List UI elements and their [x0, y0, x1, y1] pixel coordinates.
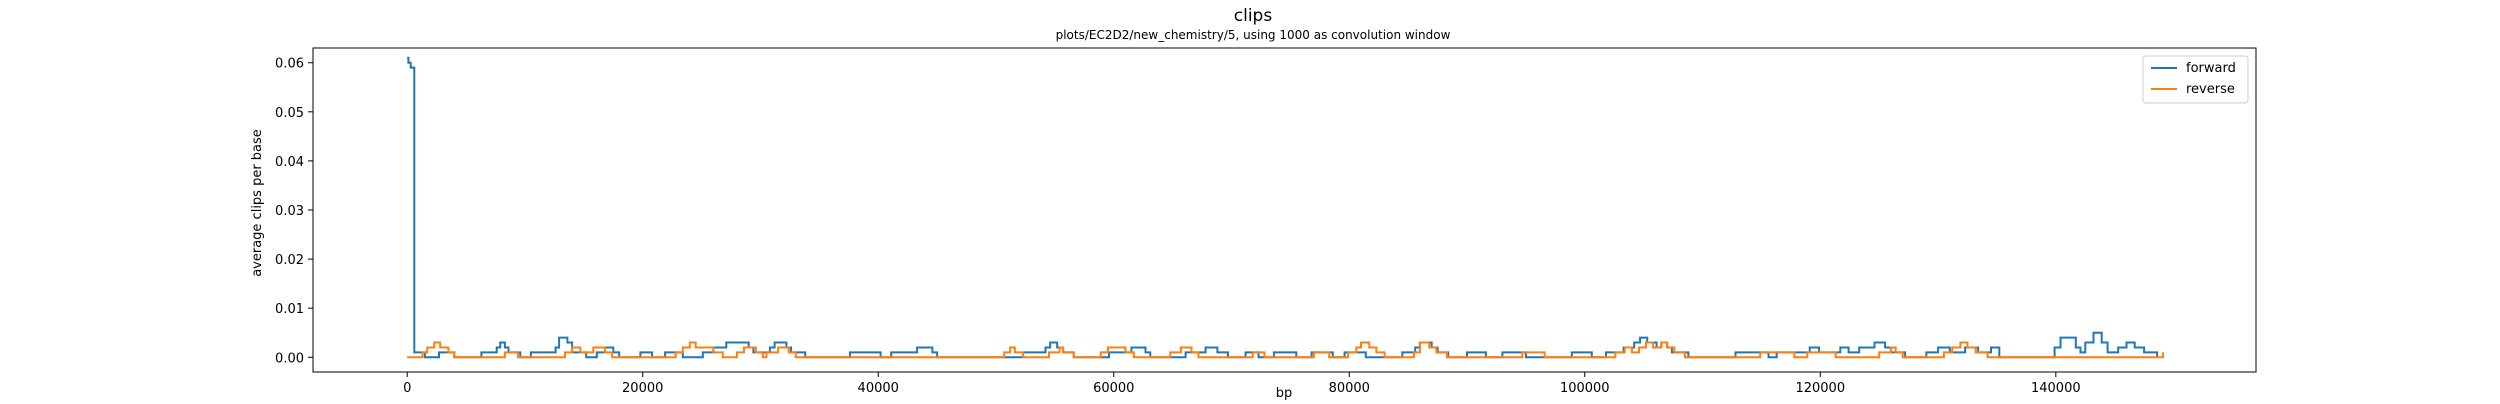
y-tick-label: 0.06	[275, 57, 304, 72]
x-tick-label: 80000	[1329, 381, 1370, 396]
x-tick-label: 120000	[1795, 381, 1845, 396]
x-axis-label: bp	[1276, 386, 1293, 400]
series-line-reverse	[407, 341, 2164, 359]
plot-frame	[312, 47, 2257, 373]
chart-title: clips	[1234, 6, 1273, 26]
y-tick-label: 0.04	[275, 155, 304, 170]
series-line-forward	[407, 56, 2159, 359]
y-tick-label: 0.03	[275, 204, 304, 219]
y-tick-label: 0.00	[275, 351, 304, 366]
x-tick-label: 60000	[1093, 381, 1134, 396]
x-tick-label: 140000	[2031, 381, 2081, 396]
axis-layer: 0 20000 40000 60000 80000 100000 120000 140000 0…	[275, 57, 2081, 396]
y-tick-label: 0.02	[275, 253, 304, 268]
legend-label-reverse: reverse	[2186, 82, 2235, 97]
y-axis-label: average clips per base	[250, 129, 265, 277]
legend-label-forward: forward	[2186, 61, 2236, 76]
x-tick-label: 0	[403, 381, 411, 396]
x-tick-label: 20000	[622, 381, 663, 396]
x-tick-label: 100000	[1560, 381, 1610, 396]
y-tick-label: 0.01	[275, 302, 304, 317]
legend: forward reverse	[2142, 55, 2249, 104]
series-layer	[407, 56, 2164, 359]
chart-subtitle: plots/EC2D2/new_chemistry/5, using 1000 …	[1056, 28, 1451, 42]
y-tick-label: 0.05	[275, 106, 304, 121]
x-tick-label: 40000	[858, 381, 899, 396]
